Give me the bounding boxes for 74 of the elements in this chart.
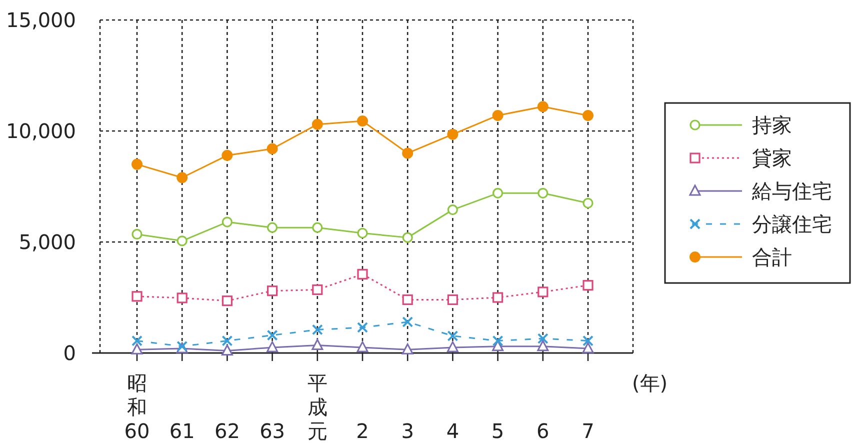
point: [582, 198, 594, 208]
x-tick-label: 昭和60: [124, 371, 150, 443]
point: [582, 335, 594, 346]
x-tick-label: 平成元: [307, 371, 328, 443]
point: [357, 268, 368, 280]
point: [176, 292, 188, 304]
point: [357, 228, 368, 238]
point: [222, 150, 233, 161]
point: [267, 286, 278, 296]
point: [402, 316, 414, 328]
point: [492, 292, 504, 303]
point: [492, 335, 504, 346]
point: [447, 128, 458, 140]
point: [582, 280, 594, 291]
point: [357, 322, 368, 333]
point: [447, 294, 458, 306]
point: [356, 341, 368, 352]
point: [447, 330, 458, 342]
legend-label: 給与住宅: [751, 179, 832, 203]
point: [402, 343, 414, 354]
x-tick-label: 62: [214, 419, 240, 443]
point: [402, 148, 414, 159]
y-tick-label: 10,000: [6, 119, 76, 143]
point: [447, 204, 458, 216]
point: [176, 172, 188, 184]
x-tick-label: 3: [401, 419, 414, 443]
point: [492, 110, 504, 121]
point: [222, 335, 233, 346]
point: [267, 222, 278, 233]
x-tick-label: 63: [260, 419, 286, 443]
point: [402, 232, 413, 243]
point: [357, 116, 368, 127]
point: [222, 296, 232, 306]
x-axis-title: (年): [632, 371, 668, 395]
point: [312, 222, 323, 233]
point: [446, 341, 458, 352]
point: [266, 341, 278, 352]
point: [537, 101, 548, 112]
point: [537, 333, 548, 344]
x-tick-label: 61: [169, 419, 195, 443]
x-tick-label: 4: [446, 419, 460, 443]
point: [582, 342, 594, 354]
point: [176, 236, 188, 246]
point: [492, 340, 504, 352]
point: [312, 284, 323, 296]
point: [131, 343, 143, 354]
point: [582, 110, 594, 121]
x-tick-label: 5: [491, 419, 504, 443]
x-tick-label: 6: [536, 419, 550, 443]
legend-label: 持家: [752, 113, 792, 137]
point: [402, 294, 413, 306]
point: [221, 344, 233, 356]
point: [132, 158, 142, 170]
y-tick-label: 15,000: [6, 8, 76, 32]
point: [537, 340, 549, 352]
point: [266, 330, 278, 341]
point: [538, 286, 548, 298]
point: [312, 338, 324, 350]
point: [222, 216, 232, 228]
x-tick-label: 2: [356, 419, 369, 443]
y-tick-label: 0: [63, 341, 76, 365]
point: [538, 188, 548, 198]
legend-label: 合計: [752, 245, 792, 269]
point: [132, 335, 142, 346]
legend-label: 分譲住宅: [752, 212, 832, 236]
y-tick-label: 5,000: [18, 230, 76, 254]
point: [132, 291, 142, 302]
point: [132, 228, 142, 240]
point: [266, 143, 278, 154]
x-tick-label: 7: [582, 419, 594, 443]
legend-label: 貸家: [752, 146, 792, 170]
point: [312, 118, 323, 130]
point: [492, 188, 504, 198]
point: [312, 324, 323, 336]
